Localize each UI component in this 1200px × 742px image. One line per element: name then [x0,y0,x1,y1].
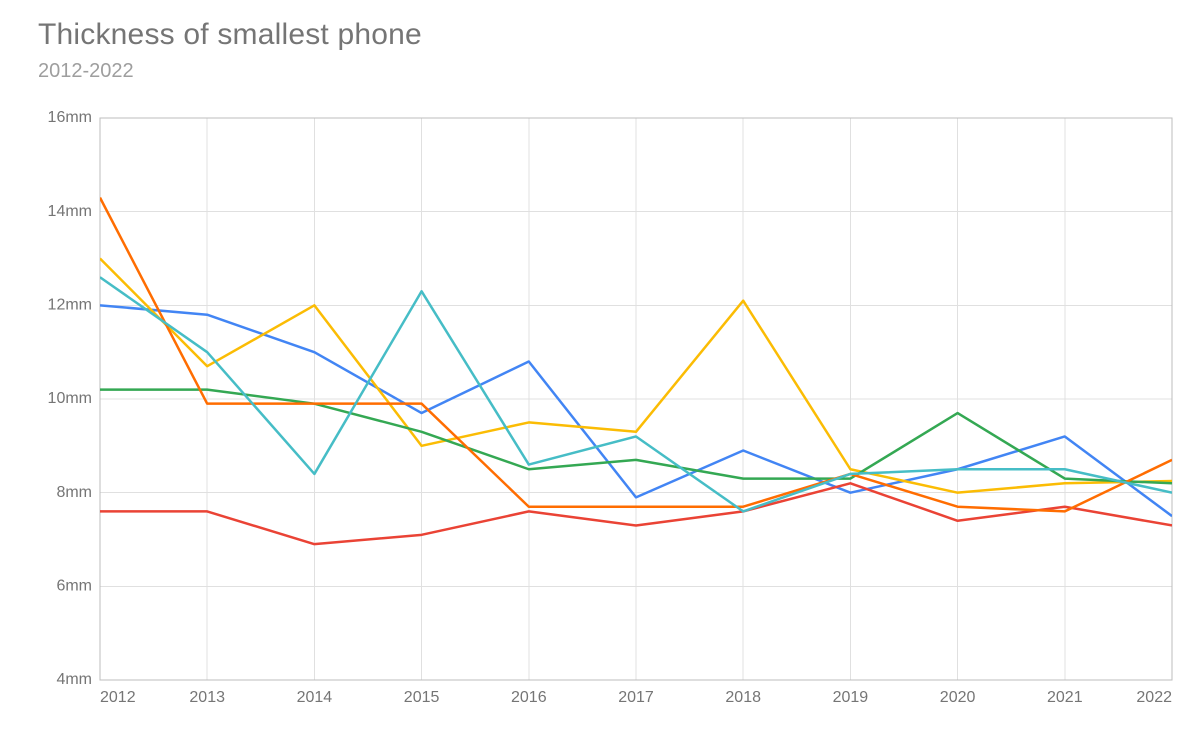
svg-text:6mm: 6mm [56,578,92,595]
svg-text:12mm: 12mm [48,297,92,314]
svg-text:2018: 2018 [725,689,761,706]
line-chart-svg: 4mm 6mm 8mm 10mm 12mm 14mm 16mm 2012 2013 2014 201… [38,106,1184,726]
svg-text:2014: 2014 [297,689,333,706]
svg-text:10mm: 10mm [48,390,92,407]
chart-plot: 4mm 6mm 8mm 10mm 12mm 14mm 16mm 2012 2013 2014 201… [38,106,1184,726]
svg-text:14mm: 14mm [48,203,92,220]
svg-text:2016: 2016 [511,689,547,706]
svg-text:8mm: 8mm [56,484,92,501]
chart-container: Thickness of smallest phone 2012-2022 4m… [0,0,1200,742]
svg-text:2017: 2017 [618,689,654,706]
svg-text:2013: 2013 [189,689,225,706]
chart-title: Thickness of smallest phone [38,18,422,52]
svg-text:16mm: 16mm [48,109,92,126]
chart-subtitle: 2012-2022 [38,60,134,83]
svg-text:2019: 2019 [833,689,869,706]
svg-text:4mm: 4mm [56,671,92,688]
svg-text:2020: 2020 [940,689,976,706]
svg-text:2012: 2012 [100,689,136,706]
svg-text:2022: 2022 [1136,689,1172,706]
svg-text:2021: 2021 [1047,689,1083,706]
svg-text:2015: 2015 [404,689,440,706]
